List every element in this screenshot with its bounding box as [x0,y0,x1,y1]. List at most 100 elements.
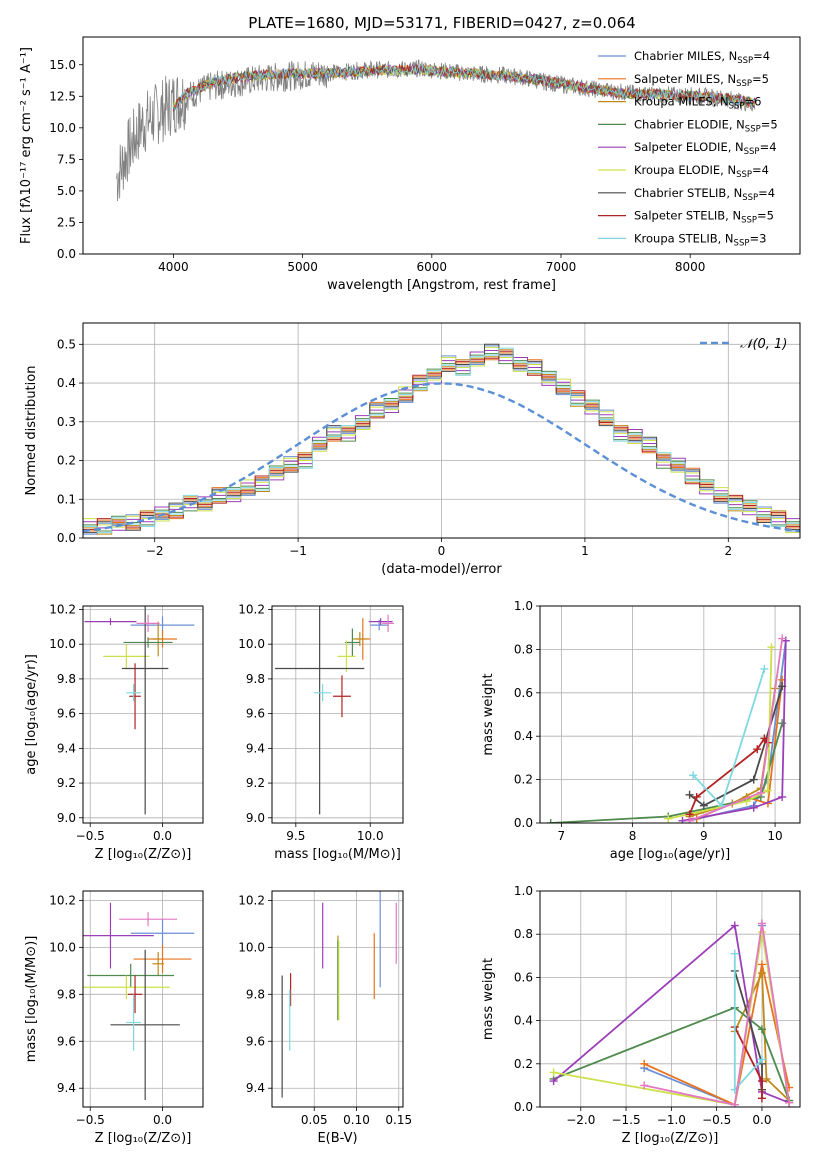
y-tick-label: 9.0 [57,811,76,825]
x-axis-label: Z [log₁₀(Z/Z⊙)] [95,1131,192,1146]
mass-weight-marker [678,816,687,823]
mass-weight-line [668,647,773,820]
legend-entry: Salpeter MILES, NSSP=5 [634,72,769,89]
mass-weight-marker [730,949,739,958]
y-tick-label: 9.2 [57,776,76,790]
x-axis-label: E(B-V) [317,1131,357,1146]
mass-weight-marker [760,734,769,743]
axes-frame [539,890,801,1108]
legend-entry-sub: SSP [736,79,752,89]
mass-weight-marker [664,814,673,823]
y-tick-label: 0.3 [57,415,76,429]
y-tick-label: 9.6 [57,1034,76,1048]
legend-entry-tail: =4 [752,163,769,177]
legend-entry: Chabrier ELODIE, NSSP=5 [634,117,778,134]
x-tick-label: 2 [724,544,732,558]
x-tick-label: 0.0 [153,1113,172,1127]
x-tick-label: 10 [767,829,782,843]
marks-massweight-vs-Z [549,919,794,1107]
y-tick-label: 9.8 [57,987,76,1001]
mass-weight-marker [778,682,787,691]
mass-weight-marker [778,719,787,728]
mass-weight-marker [767,643,776,652]
y-tick-label: 0.4 [57,376,76,390]
marks-residuals [83,343,800,538]
legend-entry-main: Chabrier MILES, N [634,49,737,63]
y-tick-label: 2.5 [57,215,76,229]
mass-weight-marker [685,790,694,799]
y-tick-label: 9.0 [246,811,265,825]
y-tick-label: 0.0 [514,1100,533,1114]
x-axis-label: Z [log₁₀(Z/Z⊙)] [622,1131,719,1146]
y-axis-label: Normed distribution [24,366,39,496]
mass-weight-marker [757,1077,766,1086]
mass-weight-marker [749,803,758,812]
legend-entry-sub: SSP [742,193,758,203]
y-tick-label: 10.2 [49,602,76,616]
mass-weight-marker [689,771,698,780]
y-tick-label: 0.0 [514,816,533,830]
y-tick-label: 0.2 [514,1057,533,1071]
legend-entry-main: Salpeter STELIB, N [634,209,741,223]
normal-distribution-curve [83,382,800,533]
y-tick-label: 0.8 [514,927,533,941]
legend-entry-sub: SSP [737,56,753,66]
y-tick-label: 9.2 [246,776,265,790]
mass-weight-marker [546,819,555,823]
legend-entry-sub: SSP [741,216,757,226]
x-tick-label: −1.5 [611,1113,640,1127]
legend-entry: Salpeter STELIB, NSSP=5 [634,209,774,226]
y-axis-label: mass weight [481,673,496,755]
legend-entry: Kroupa ELODIE, NSSP=4 [634,163,769,180]
legend-entry-tail: =4 [753,49,770,63]
mass-weight-marker [730,921,739,930]
x-tick-label: −0.5 [76,829,105,843]
grid-age-vs-mass [272,606,403,823]
marks-mass-vs-Z [83,902,195,1100]
mass-weight-marker [549,1068,558,1077]
y-tick-label: 10.0 [49,637,76,651]
x-tick-label: 9.5 [286,829,305,843]
panel-age-vs-mass: 9.5 10.0 9.0 9.2 9.4 9.6 9.8 10.0 10.2 mass [log₁… [238,602,404,862]
legend-entry: 𝒩(0, 1) [740,337,787,352]
x-tick-label: 4000 [158,260,189,274]
axes-frame [82,322,801,539]
x-tick-label: 0.15 [385,1113,412,1127]
x-axis-label: age [log₁₀(age/yr)] [610,847,731,862]
x-tick-label: −0.5 [76,1113,105,1127]
panel-mass-vs-EBV: 0.05 0.10 0.15 9.4 9.6 9.8 10.0 10.2 E(B-V) [238,890,412,1146]
y-tick-label: 9.4 [57,741,76,755]
y-tick-label: 0.4 [514,1014,533,1028]
y-tick-label: 0.2 [57,454,76,468]
x-tick-label: 1 [581,544,589,558]
mass-weight-marker [762,1074,771,1083]
y-tick-label: 9.4 [246,741,265,755]
panel-age-vs-Z: −0.5 0.0 9.0 9.2 9.4 9.6 9.8 10.0 10.2 Z [log₁₀(Z… [24,602,204,862]
mass-weight-marker [692,792,701,801]
axes-frame [82,605,204,824]
y-tick-label: 7.5 [57,152,76,166]
y-tick-label: 9.8 [57,672,76,686]
x-tick-label: 7 [558,829,566,843]
axes-frame [271,890,404,1108]
x-tick-label: 7000 [546,260,577,274]
legend-entry: Chabrier STELIB, NSSP=4 [634,186,775,203]
legend-entry-sub: SSP [736,170,752,180]
legend-entry-main: Chabrier ELODIE, N [634,117,745,131]
y-axis-label: age [log₁₀(age/yr)] [24,654,39,775]
y-tick-label: 9.4 [246,1081,265,1095]
mass-weight-marker [685,816,694,823]
axes-frame [271,605,404,824]
mass-weight-line [733,972,790,1102]
marks-mass-vs-EBV [281,891,397,1098]
mass-weight-marker [757,1094,766,1103]
x-tick-label: −2.0 [566,1113,595,1127]
legend-entry-tail: =4 [760,140,777,154]
y-tick-label: 9.6 [246,707,265,721]
mass-weight-marker [749,775,758,784]
x-tick-label: 6000 [417,260,448,274]
x-tick-label: 0.0 [153,829,172,843]
x-tick-label: 0 [438,544,446,558]
